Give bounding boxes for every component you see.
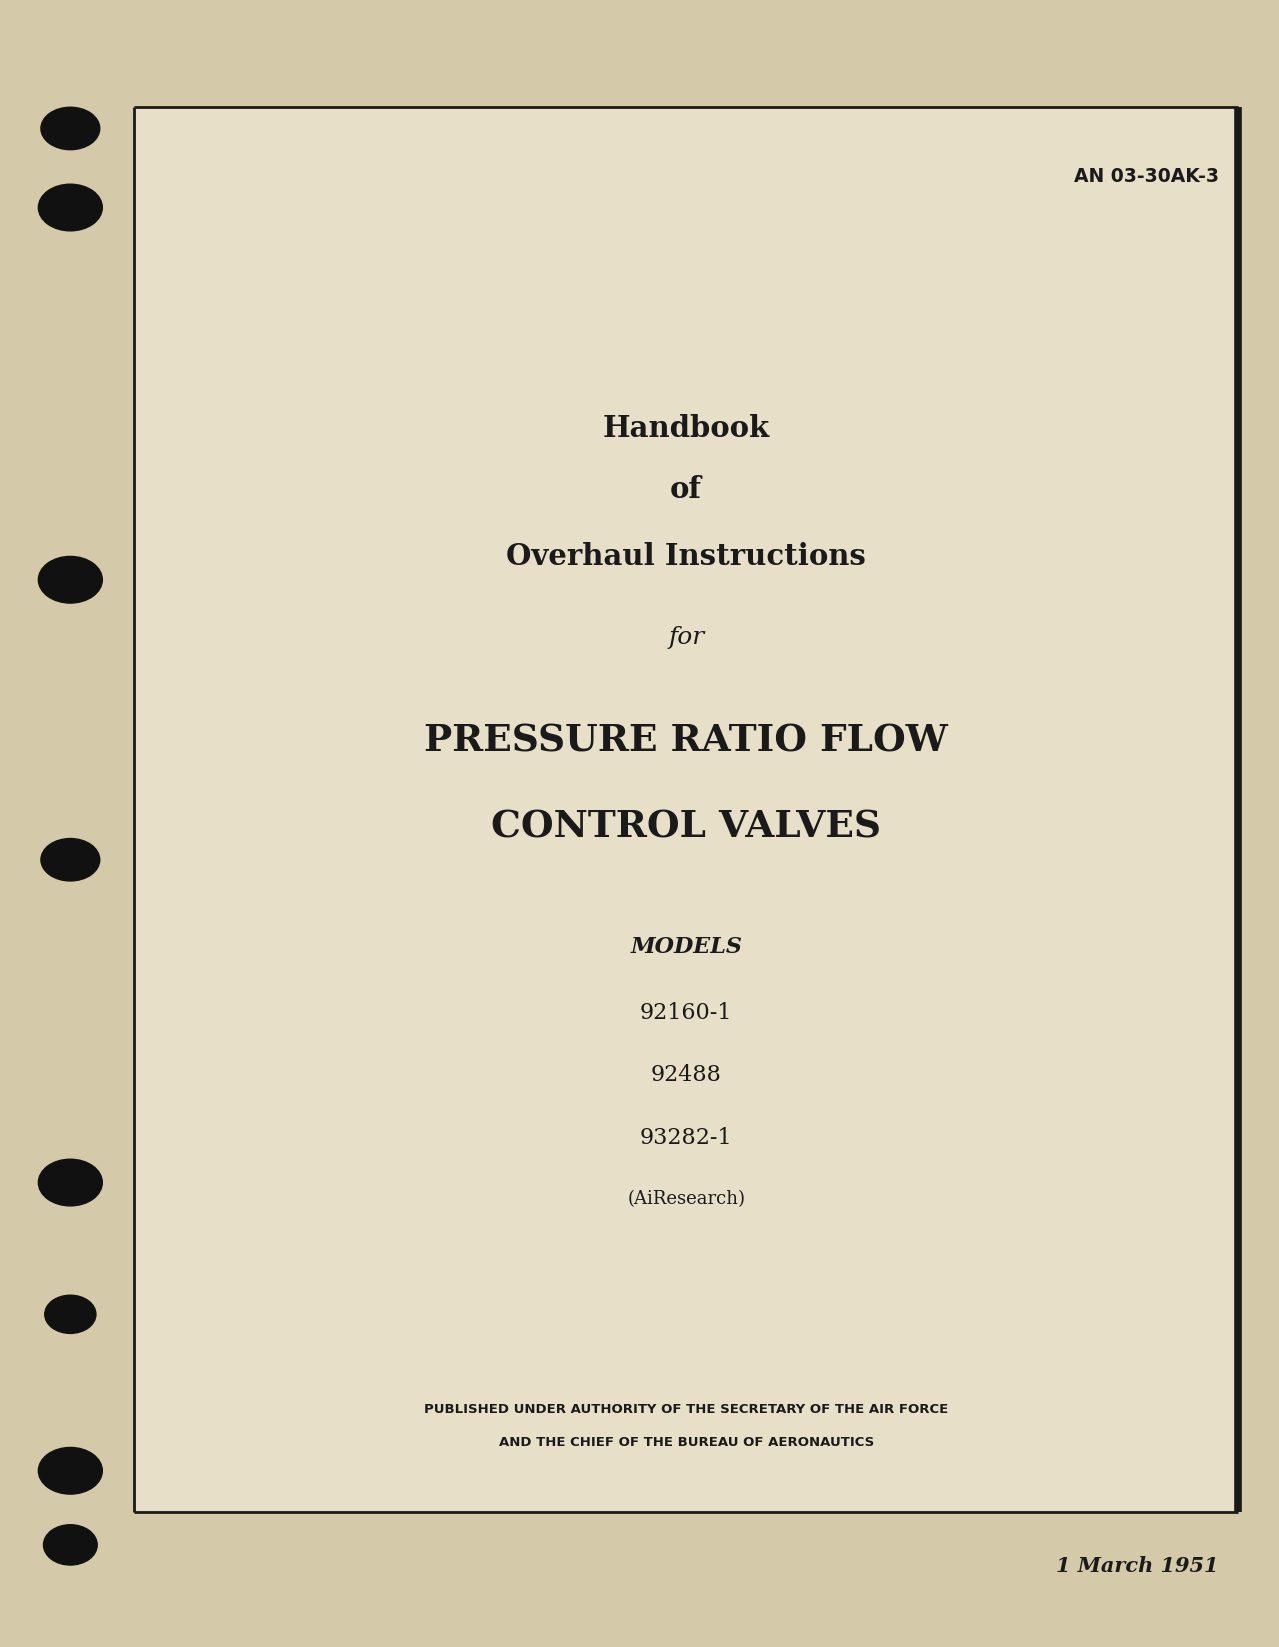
Bar [134, 107, 1238, 1512]
Text: 93282-1: 93282-1 [640, 1127, 733, 1150]
Ellipse shape [38, 557, 102, 603]
Text: MODELS: MODELS [631, 935, 742, 959]
Text: PUBLISHED UNDER AUTHORITY OF THE SECRETARY OF THE AIR FORCE: PUBLISHED UNDER AUTHORITY OF THE SECRETA… [425, 1403, 948, 1416]
Text: Overhaul Instructions: Overhaul Instructions [506, 542, 866, 572]
Text: (AiResearch): (AiResearch) [627, 1191, 746, 1207]
Text: AN 03-30AK-3: AN 03-30AK-3 [1074, 166, 1219, 186]
Ellipse shape [45, 1295, 96, 1334]
Ellipse shape [38, 1159, 102, 1206]
Text: Handbook: Handbook [602, 413, 770, 443]
Text: CONTROL VALVES: CONTROL VALVES [491, 809, 881, 845]
Ellipse shape [41, 107, 100, 150]
Text: of: of [670, 474, 702, 504]
Text: AND THE CHIEF OF THE BUREAU OF AERONAUTICS: AND THE CHIEF OF THE BUREAU OF AERONAUTI… [499, 1436, 874, 1449]
Ellipse shape [38, 1448, 102, 1494]
Ellipse shape [43, 1525, 97, 1565]
Ellipse shape [41, 838, 100, 881]
Text: 1 March 1951: 1 March 1951 [1056, 1556, 1219, 1576]
Text: for: for [668, 626, 705, 649]
Text: PRESSURE RATIO FLOW: PRESSURE RATIO FLOW [425, 723, 948, 759]
Ellipse shape [38, 184, 102, 231]
Text: 92160-1: 92160-1 [640, 1001, 733, 1024]
Text: 92488: 92488 [651, 1064, 721, 1087]
